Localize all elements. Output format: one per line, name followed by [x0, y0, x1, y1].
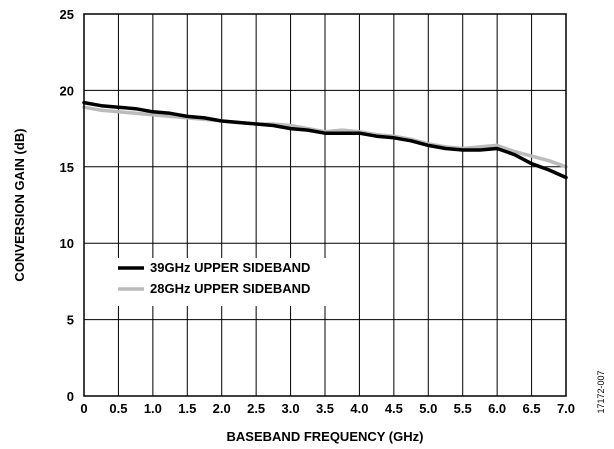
- x-tick-label: 0.5: [109, 401, 127, 416]
- x-tick-label: 0: [80, 401, 87, 416]
- x-tick-label: 3.5: [316, 401, 334, 416]
- y-tick-label: 0: [67, 389, 74, 404]
- y-tick-label: 20: [60, 83, 74, 98]
- x-tick-label: 3.0: [282, 401, 300, 416]
- y-axis-title: CONVERSION GAIN (dB): [12, 128, 27, 281]
- y-tick-label: 25: [60, 7, 74, 22]
- x-tick-label: 4.0: [350, 401, 368, 416]
- x-tick-label: 2.5: [247, 401, 265, 416]
- series-lines: [82, 100, 568, 180]
- y-tick-label: 5: [67, 313, 74, 328]
- legend-label: 28GHz UPPER SIDEBAND: [150, 281, 310, 296]
- x-tick-label: 4.5: [385, 401, 403, 416]
- x-tick-label: 6.5: [523, 401, 541, 416]
- y-axis-tick-labels: 0 5 10 15 20 25: [60, 7, 74, 404]
- series-line: [82, 100, 568, 180]
- x-tick-label: 5.0: [419, 401, 437, 416]
- x-tick-label: 5.5: [454, 401, 472, 416]
- grid: [84, 14, 566, 396]
- x-tick-label: 7.0: [557, 401, 575, 416]
- x-axis-title: BASEBAND FREQUENCY (GHz): [227, 429, 424, 444]
- x-tick-label: 1.0: [144, 401, 162, 416]
- y-tick-label: 15: [60, 160, 74, 175]
- x-axis-tick-labels: 0 0.5 1.0 1.5 2.0 2.5 3.0 3.5 4.0 4.5 5.0 5.5 6.0 6.5…: [80, 401, 575, 416]
- y-tick-label: 10: [60, 236, 74, 251]
- x-tick-label: 2.0: [213, 401, 231, 416]
- x-tick-label: 6.0: [488, 401, 506, 416]
- x-tick-label: 1.5: [178, 401, 196, 416]
- plot-frame: [83, 13, 567, 397]
- legend-background: [114, 258, 352, 306]
- figure-id: 17172-007: [596, 370, 606, 413]
- legend-label: 39GHz UPPER SIDEBAND: [150, 260, 310, 275]
- legend: 39GHz UPPER SIDEBAND 28GHz UPPER SIDEBAND: [118, 260, 310, 296]
